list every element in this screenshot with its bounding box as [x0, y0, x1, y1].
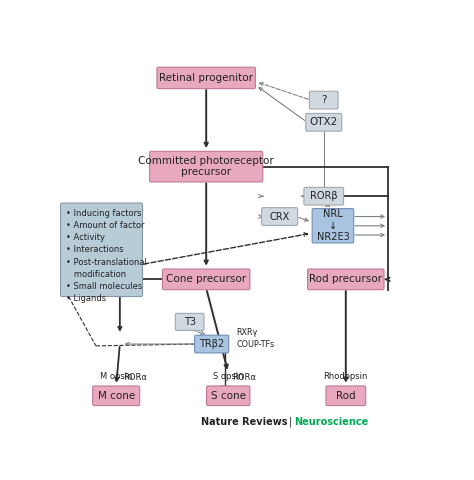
FancyBboxPatch shape: [326, 386, 365, 406]
Text: RORβ: RORβ: [310, 191, 337, 201]
FancyBboxPatch shape: [306, 113, 342, 131]
Text: M opsin: M opsin: [100, 372, 132, 381]
Text: Rhodopsin: Rhodopsin: [324, 372, 368, 381]
Text: Neuroscience: Neuroscience: [294, 417, 369, 427]
FancyBboxPatch shape: [163, 269, 250, 290]
Text: TRβ2: TRβ2: [199, 339, 224, 349]
Text: Rod precursor: Rod precursor: [309, 275, 383, 284]
Text: OTX2: OTX2: [310, 117, 338, 127]
Text: RORα: RORα: [232, 372, 256, 382]
Text: Retinal progenitor: Retinal progenitor: [159, 73, 253, 83]
FancyBboxPatch shape: [175, 313, 204, 330]
Text: CRX: CRX: [270, 212, 290, 222]
Text: • Inducing factors
• Amount of factor
• Activity
• Interactions
• Post-translati: • Inducing factors • Amount of factor • …: [66, 209, 147, 303]
FancyBboxPatch shape: [312, 209, 354, 243]
Text: Nature Reviews: Nature Reviews: [201, 417, 287, 427]
FancyBboxPatch shape: [150, 151, 263, 182]
Text: NRL
↓
NR2E3: NRL ↓ NR2E3: [317, 209, 349, 242]
Text: Cone precursor: Cone precursor: [166, 275, 246, 284]
Text: ?: ?: [321, 95, 327, 105]
FancyBboxPatch shape: [304, 187, 344, 205]
Text: RORα: RORα: [123, 372, 146, 382]
FancyBboxPatch shape: [93, 386, 140, 406]
FancyBboxPatch shape: [207, 386, 250, 406]
Text: S cone: S cone: [211, 391, 246, 401]
FancyBboxPatch shape: [157, 67, 255, 89]
FancyBboxPatch shape: [195, 335, 229, 353]
Text: RXRγ
COUP-TFs: RXRγ COUP-TFs: [237, 328, 274, 348]
Text: Committed photoreceptor
precursor: Committed photoreceptor precursor: [138, 156, 274, 178]
FancyBboxPatch shape: [308, 269, 384, 290]
Text: T3: T3: [183, 317, 196, 327]
FancyBboxPatch shape: [310, 91, 338, 109]
FancyBboxPatch shape: [262, 208, 298, 226]
Text: S opsin: S opsin: [213, 372, 244, 381]
Text: M cone: M cone: [98, 391, 135, 401]
Text: Rod: Rod: [336, 391, 356, 401]
FancyBboxPatch shape: [61, 203, 143, 297]
Text: |: |: [289, 417, 292, 427]
